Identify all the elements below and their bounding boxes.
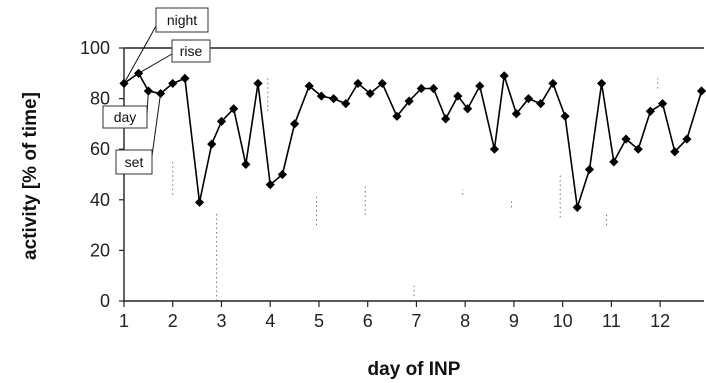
- x-tick-label-2: 3: [216, 311, 226, 331]
- annotation-leader-rise: [138, 53, 173, 74]
- annotation-leader-night: [123, 25, 157, 84]
- data-point-12: [265, 180, 275, 190]
- data-point-16: [316, 91, 326, 101]
- annotation-box-rise: [171, 39, 211, 63]
- data-point-43: [645, 106, 655, 116]
- data-point-28: [463, 104, 473, 114]
- y-tick-label-2: 40: [90, 190, 110, 210]
- y-axis-label: activity [% of time]: [20, 92, 41, 260]
- y-tick-label-0: 0: [100, 291, 110, 311]
- annotation-label-rise: rise: [180, 43, 203, 59]
- annotation-night: night: [123, 7, 209, 84]
- y-tick-group: 0 20 40 60 80 100: [80, 38, 124, 311]
- data-point-35: [548, 78, 558, 89]
- data-point-25: [428, 83, 439, 94]
- data-point-38: [584, 164, 595, 175]
- annotation-set: set: [115, 93, 162, 175]
- data-point-26: [441, 114, 451, 124]
- data-point-11: [253, 78, 263, 89]
- x-tick-group: 1 2 3 4 5 6 7 8 9 10 11 12: [119, 301, 670, 331]
- data-point-33: [523, 94, 534, 104]
- x-tick-label-5: 6: [363, 311, 373, 331]
- series-line: [123, 72, 703, 208]
- data-point-46: [682, 134, 692, 144]
- data-point-41: [621, 134, 631, 144]
- data-point-44: [657, 99, 668, 109]
- data-point-47: [696, 86, 706, 96]
- y-tick-label-1: 20: [90, 240, 110, 260]
- data-point-39: [597, 78, 607, 89]
- data-point-7: [207, 139, 217, 149]
- data-point-31: [499, 71, 509, 81]
- data-point-5: [180, 73, 190, 83]
- data-point-13: [277, 169, 288, 180]
- x-tick-label-0: 1: [119, 311, 129, 331]
- data-point-18: [341, 99, 351, 109]
- data-point-20: [365, 88, 375, 99]
- data-point-34: [536, 99, 546, 109]
- x-tick-label-4: 5: [314, 311, 324, 331]
- data-point-17: [328, 94, 339, 104]
- data-point-22: [392, 111, 402, 121]
- data-point-21: [377, 78, 387, 89]
- x-tick-label-9: 10: [553, 311, 573, 331]
- data-point-19: [353, 78, 363, 89]
- annotation-label-night: night: [167, 12, 197, 28]
- data-point-8: [216, 116, 227, 126]
- annotation-leader-set: [151, 93, 162, 157]
- annotation-day: day: [102, 90, 149, 129]
- annotation-box-set: [115, 149, 153, 175]
- annotation-group: night rise day set: [102, 7, 211, 175]
- annotation-box-day: [102, 105, 148, 129]
- x-tick-label-6: 7: [411, 311, 421, 331]
- data-point-30: [489, 144, 500, 154]
- data-point-9: [229, 104, 239, 114]
- x-tick-label-10: 11: [602, 311, 621, 331]
- data-point-40: [609, 157, 619, 167]
- annotation-box-night: [155, 7, 209, 33]
- data-point-4: [168, 78, 178, 89]
- y-tick-label-5: 100: [80, 38, 110, 58]
- x-tick-label-3: 4: [265, 311, 275, 331]
- x-tick-label-11: 12: [650, 311, 670, 331]
- series-points: [119, 68, 706, 212]
- data-point-24: [416, 83, 426, 94]
- data-point-23: [404, 96, 414, 106]
- x-axis-label: day of INP: [368, 359, 461, 380]
- x-tick-label-8: 9: [509, 311, 519, 331]
- data-point-29: [475, 81, 485, 91]
- data-point-6: [194, 197, 205, 207]
- data-point-45: [670, 147, 680, 157]
- data-point-14: [289, 119, 300, 129]
- annotation-label-set: set: [125, 154, 144, 170]
- data-point-10: [241, 159, 251, 169]
- data-point-42: [633, 144, 643, 154]
- data-point-37: [572, 202, 582, 212]
- x-tick-label-1: 2: [168, 311, 178, 331]
- data-point-36: [560, 111, 570, 121]
- data-point-27: [453, 91, 463, 101]
- faint-vertical-marks: [172, 78, 659, 301]
- annotation-rise: rise: [138, 39, 211, 74]
- data-point-32: [511, 109, 521, 119]
- y-tick-label-4: 80: [90, 89, 110, 109]
- annotation-label-day: day: [114, 109, 137, 125]
- data-point-15: [304, 81, 314, 91]
- x-tick-label-7: 8: [460, 311, 470, 331]
- y-tick-label-3: 60: [90, 139, 110, 159]
